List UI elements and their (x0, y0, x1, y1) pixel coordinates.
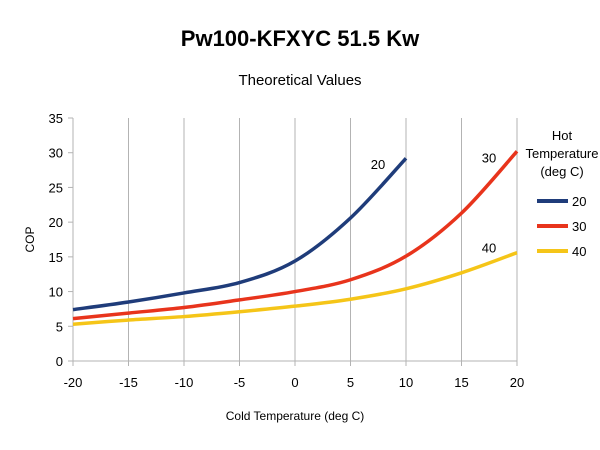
legend-title-line-1: Temperature (526, 146, 599, 161)
x-tick-label-2: -10 (175, 375, 194, 390)
y-tick-label-3: 15 (49, 250, 63, 265)
series-annotation-30: 30 (482, 151, 496, 166)
legend-title-line-0: Hot (552, 128, 573, 143)
y-tick-labels: 0 5 10 15 20 25 30 35 (49, 111, 63, 369)
chart-title: Pw100-KFXYC 51.5 Kw (180, 26, 420, 51)
x-tick-label-8: 20 (510, 375, 524, 390)
x-tick-label-7: 15 (454, 375, 468, 390)
y-tick-label-0: 0 (56, 354, 63, 369)
series-line-20 (72, 157, 408, 312)
axes (68, 117, 518, 366)
y-tick-label-6: 30 (49, 146, 63, 161)
series-line-40 (72, 251, 518, 326)
series-lines (72, 150, 519, 326)
x-tick-label-0: -20 (64, 375, 83, 390)
x-axis-label: Cold Temperature (deg C) (226, 409, 365, 423)
x-tick-label-3: -5 (234, 375, 246, 390)
y-tick-label-7: 35 (49, 111, 63, 126)
series-line-30 (72, 150, 519, 321)
x-tick-label-4: 0 (291, 375, 298, 390)
legend-label-30: 30 (572, 219, 586, 234)
y-tick-label-1: 5 (56, 319, 63, 334)
legend-label-20: 20 (572, 194, 586, 209)
x-tick-label-5: 5 (347, 375, 354, 390)
chart-subtitle: Theoretical Values (238, 72, 362, 89)
x-tick-labels: -20 -15 -10 -5 0 5 10 15 20 (64, 375, 525, 390)
x-tick-label-6: 10 (399, 375, 413, 390)
x-tick-label-1: -15 (119, 375, 138, 390)
legend: Hot Temperature (deg C) 20 30 40 (526, 128, 599, 259)
legend-label-40: 40 (572, 244, 586, 259)
y-tick-label-5: 25 (49, 180, 63, 195)
y-axis-label: COP (23, 226, 37, 252)
y-tick-label-2: 10 (49, 285, 63, 300)
series-annotations: 20 30 40 (371, 151, 496, 256)
series-annotation-40: 40 (482, 240, 496, 255)
legend-title-line-2: (deg C) (540, 164, 583, 179)
grid-lines (72, 118, 518, 361)
series-annotation-20: 20 (371, 157, 385, 172)
y-tick-label-4: 20 (49, 215, 63, 230)
